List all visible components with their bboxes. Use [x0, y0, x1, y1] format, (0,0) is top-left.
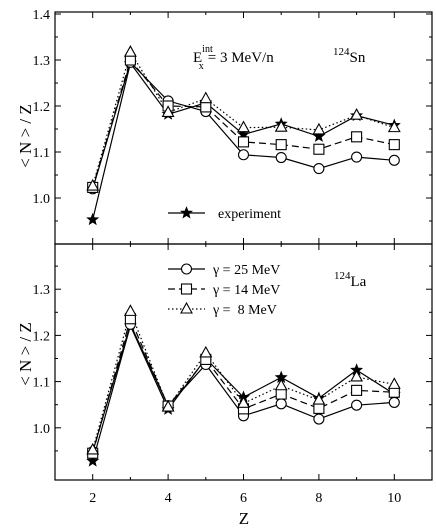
- plot-frame: [54, 243, 433, 481]
- legend-label-experiment: experiment: [218, 207, 281, 222]
- data-point-triangle: [123, 45, 137, 57]
- sn-nucleus-label: 124Sn: [333, 46, 366, 66]
- data-point-star: [86, 454, 100, 467]
- x-axis-title: Z: [239, 509, 249, 528]
- data-point-square: [237, 136, 250, 148]
- data-point-circle: [275, 151, 287, 164]
- top-panel: 1.0 1.1 1.2 1.3 1.4: [33, 8, 433, 245]
- y-tick-label: 1.0: [33, 422, 51, 437]
- data-point-triangle: [387, 120, 401, 133]
- legend-label-gamma-8: γ = 8 MeV: [212, 303, 277, 318]
- data-point-triangle: [312, 392, 326, 405]
- data-point-circle: [351, 399, 363, 411]
- x-tick-label: 2: [89, 491, 96, 506]
- data-point-square: [200, 101, 212, 113]
- x-tick-label: 6: [240, 491, 247, 506]
- data-point-triangle: [161, 399, 175, 412]
- y-tick-label: 1.3: [33, 54, 51, 69]
- data-point-triangle: [86, 178, 100, 191]
- series-markers-triangle: [86, 45, 401, 191]
- bottom-panel: 1.0 1.1 1.2 1.3 2 4 6 8 10: [33, 243, 433, 506]
- data-point-triangle: [161, 105, 175, 117]
- data-point-triangle: [350, 369, 364, 382]
- la-nucleus-label: 124La: [334, 270, 367, 290]
- series-line-square: [92, 317, 395, 454]
- y-tick-label: 1.3: [33, 283, 51, 298]
- x-tick-label: 8: [315, 491, 322, 506]
- data-point-circle: [313, 163, 325, 175]
- x-tick-label: 10: [387, 491, 401, 506]
- series-triangle: [92, 309, 395, 451]
- series-markers-triangle: [86, 304, 401, 455]
- series-line-triangle: [92, 309, 395, 451]
- data-point-circle: [313, 413, 325, 425]
- data-point-circle: [275, 398, 287, 410]
- data-point-triangle: [387, 377, 401, 389]
- y-tick-label: 1.1: [33, 376, 51, 391]
- data-point-square: [313, 143, 325, 155]
- legend-top: [168, 206, 205, 219]
- y-tick-label: 1.2: [33, 100, 51, 115]
- y-tick-label: 1.4: [33, 8, 51, 23]
- data-point-triangle: [123, 304, 137, 316]
- legend-label-gamma-25: γ = 25 MeV: [212, 263, 280, 278]
- legend-label-gamma-14: γ = 14 MeV: [212, 283, 280, 298]
- data-point-circle: [388, 396, 400, 408]
- data-point-square: [275, 139, 287, 151]
- y-tick-label: 1.1: [33, 146, 51, 161]
- top-y-axis-title: < N > / Z: [16, 104, 35, 168]
- data-point-square: [275, 388, 287, 400]
- data-point-triangle: [86, 442, 100, 455]
- legend-bottom: [168, 263, 205, 314]
- data-point-triangle: [312, 122, 326, 135]
- energy-annotation: Eint x= 3 MeV/n: [193, 44, 274, 72]
- data-point-triangle: [199, 91, 213, 104]
- data-point-triangle: [274, 378, 288, 391]
- legend-marker-triangle: [180, 301, 193, 314]
- series-triangle: [92, 50, 395, 187]
- data-point-square: [313, 402, 325, 414]
- y-tick-label: 1.0: [33, 192, 51, 207]
- series-line-triangle: [92, 50, 395, 187]
- x-tick-label: 4: [165, 491, 172, 506]
- data-point-triangle: [237, 396, 250, 408]
- y-tick-label: 1.2: [33, 329, 51, 344]
- data-point-triangle: [350, 108, 364, 120]
- data-point-circle: [237, 149, 250, 161]
- data-point-circle: [351, 151, 363, 163]
- legend-marker-square: [180, 283, 193, 295]
- series-square: [92, 317, 395, 454]
- data-point-circle: [388, 154, 400, 166]
- data-point-triangle: [237, 120, 250, 133]
- data-point-triangle: [274, 120, 288, 132]
- data-point-square: [351, 384, 363, 396]
- data-point-square: [388, 139, 400, 151]
- legend-marker-star: [180, 206, 193, 219]
- data-point-square: [351, 131, 363, 143]
- bottom-y-axis-title: < N > / Z: [16, 322, 35, 386]
- legend-marker-circle: [180, 263, 193, 275]
- data-point-triangle: [199, 345, 213, 358]
- data-point-star: [86, 212, 100, 226]
